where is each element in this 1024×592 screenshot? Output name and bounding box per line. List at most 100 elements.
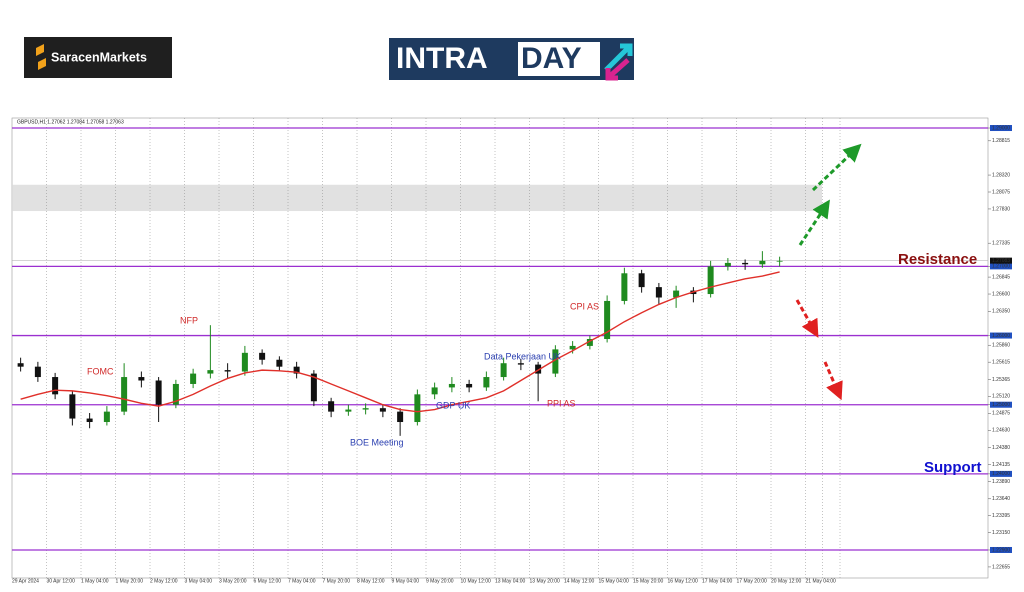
y-tick-label: 1.28075 xyxy=(992,189,1010,195)
candle-body xyxy=(448,383,455,388)
level-tag xyxy=(990,332,1012,339)
x-tick-label: 20 May 12:00 xyxy=(771,578,802,584)
candle-body xyxy=(759,260,766,265)
x-tick-label: 3 May 04:00 xyxy=(185,578,213,584)
y-tick-label: 1.24135 xyxy=(992,462,1010,468)
candle-body xyxy=(552,349,559,374)
candle-body xyxy=(328,401,335,412)
annotation: CPI AS xyxy=(570,301,599,311)
candle-body xyxy=(190,373,197,384)
x-tick-label: 15 May 04:00 xyxy=(599,578,630,584)
candle-body xyxy=(586,339,593,346)
logo-intraday: INTRA DAY xyxy=(389,38,634,81)
x-tick-label: 21 May 04:00 xyxy=(806,578,837,584)
candle-body xyxy=(293,366,300,374)
x-tick-label: 30 Apr 12:00 xyxy=(47,578,76,584)
x-tick-label: 10 May 12:00 xyxy=(461,578,492,584)
candle-body xyxy=(724,262,731,267)
candle-body xyxy=(86,418,93,423)
y-tick-label: 1.27335 xyxy=(992,241,1010,247)
y-tick-label: 1.28815 xyxy=(992,138,1010,144)
candle-body xyxy=(103,411,110,423)
y-tick-label: 1.27830 xyxy=(992,206,1010,212)
candle-body xyxy=(535,364,542,374)
x-tick-label: 17 May 20:00 xyxy=(737,578,768,584)
x-tick-label: 13 May 04:00 xyxy=(495,578,526,584)
candle-body xyxy=(414,394,421,423)
x-tick-label: 1 May 20:00 xyxy=(116,578,144,584)
y-tick-label: 1.26350 xyxy=(992,309,1010,315)
candle-body xyxy=(742,262,749,265)
candle-body xyxy=(483,377,490,388)
candle-body xyxy=(138,377,145,381)
x-tick-label: 17 May 04:00 xyxy=(702,578,733,584)
resistance-zone xyxy=(12,184,822,212)
level-tag xyxy=(990,263,1012,270)
y-tick-label: 1.25365 xyxy=(992,377,1010,383)
chart-title: GBPUSD,H1 1.27062 1.27084 1.27058 1.2706… xyxy=(17,119,124,125)
x-tick-label: 16 May 12:00 xyxy=(668,578,699,584)
support-label: Support xyxy=(924,459,982,476)
candle-body xyxy=(310,373,317,402)
x-tick-label: 7 May 20:00 xyxy=(323,578,351,584)
y-tick-label: 1.23890 xyxy=(992,479,1010,485)
y-tick-label: 1.27000 xyxy=(992,264,1010,270)
logo-text: INTRA xyxy=(396,42,488,75)
level-tag xyxy=(990,125,1012,132)
y-tick-label: 1.23395 xyxy=(992,513,1010,519)
y-tick-label: 1.22900 xyxy=(992,547,1010,553)
y-tick-label: 1.26845 xyxy=(992,274,1010,280)
candle-body xyxy=(17,363,24,367)
annotation: Data Pekerjaan UK xyxy=(484,351,561,361)
candle-body xyxy=(172,383,179,405)
candle-body xyxy=(655,287,662,298)
candle-body xyxy=(397,411,404,423)
candle-body xyxy=(466,383,473,388)
x-tick-label: 13 May 20:00 xyxy=(530,578,561,584)
x-tick-label: 2 May 12:00 xyxy=(150,578,178,584)
annotation: BOE Meeting xyxy=(350,437,404,447)
y-tick-label: 1.22655 xyxy=(992,564,1010,570)
y-tick-label: 1.25860 xyxy=(992,343,1010,349)
candle-body xyxy=(362,408,369,410)
candle-body xyxy=(379,408,386,412)
resistance-label: Resistance xyxy=(898,251,977,268)
level-tag xyxy=(990,546,1012,553)
logo-text: SaracenMarkets xyxy=(51,50,147,64)
last-price-label: 1.27083 xyxy=(992,258,1010,264)
candle-body xyxy=(207,370,214,374)
y-tick-label: 1.26600 xyxy=(992,291,1010,297)
candle-body xyxy=(34,366,41,378)
candle-body xyxy=(776,260,783,262)
x-tick-label: 7 May 04:00 xyxy=(288,578,316,584)
candle-body xyxy=(500,363,507,378)
level-tag xyxy=(990,401,1012,408)
candle-body xyxy=(431,387,438,395)
candle-body xyxy=(259,352,266,360)
plot: 29 Apr 2024 30 Apr 12:00 1 May 04:00 1 May … xyxy=(12,118,1012,584)
candle-body xyxy=(673,290,680,298)
candle-body xyxy=(121,377,128,412)
x-tick-label: 15 May 20:00 xyxy=(633,578,664,584)
y-tick-label: 1.24380 xyxy=(992,445,1010,451)
y-tick-label: 1.25615 xyxy=(992,360,1010,366)
candle-body xyxy=(638,273,645,288)
candle-body xyxy=(241,352,248,372)
y-tick-label: 1.26000 xyxy=(992,333,1010,339)
y-tick-label: 1.24630 xyxy=(992,428,1010,434)
candle-body xyxy=(52,377,59,395)
candle-body xyxy=(276,359,283,367)
y-tick-label: 1.24875 xyxy=(992,411,1010,417)
annotation: FOMC xyxy=(87,366,114,376)
x-tick-label: 6 May 12:00 xyxy=(254,578,282,584)
level-tag xyxy=(990,470,1012,477)
x-tick-label: 8 May 12:00 xyxy=(357,578,385,584)
candle-body xyxy=(345,409,352,412)
x-tick-label: 1 May 04:00 xyxy=(81,578,109,584)
logo-text: DAY xyxy=(521,42,582,75)
annotation: NFP xyxy=(180,315,198,325)
y-tick-label: 1.23150 xyxy=(992,530,1010,536)
y-tick-label: 1.25120 xyxy=(992,394,1010,400)
moving-average xyxy=(20,271,780,413)
